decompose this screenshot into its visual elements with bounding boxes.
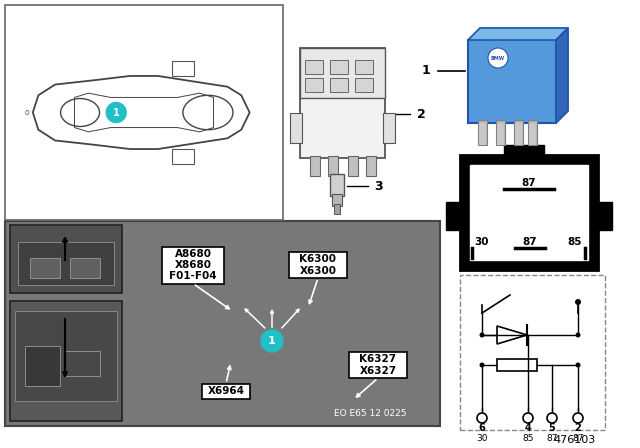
Text: 2: 2 [417, 108, 426, 121]
Circle shape [479, 332, 484, 337]
Bar [366, 156, 376, 176]
Bar [330, 174, 344, 196]
Text: 2: 2 [575, 423, 581, 433]
Bar [468, 40, 556, 123]
Bar [355, 78, 373, 92]
Bar [162, 246, 224, 284]
Text: 1: 1 [113, 108, 120, 117]
Text: 85: 85 [568, 237, 582, 247]
Bar [528, 120, 537, 145]
Bar [515, 123, 522, 145]
Polygon shape [497, 326, 527, 344]
Bar [383, 113, 395, 143]
Polygon shape [556, 28, 568, 123]
Text: 3: 3 [374, 180, 383, 193]
Ellipse shape [61, 99, 100, 126]
Bar [478, 120, 487, 145]
Bar [30, 258, 60, 278]
Text: EO E65 12 0225: EO E65 12 0225 [333, 409, 406, 418]
Bar [18, 242, 114, 285]
Bar [504, 145, 544, 157]
Circle shape [523, 413, 533, 423]
Circle shape [575, 362, 580, 367]
Text: 1: 1 [421, 64, 430, 77]
Circle shape [575, 332, 580, 337]
Bar [310, 156, 320, 176]
Bar [70, 258, 100, 278]
Bar [202, 383, 250, 399]
Bar [470, 165, 588, 260]
Bar [172, 149, 194, 164]
Bar [349, 352, 407, 378]
Bar [65, 351, 100, 376]
Text: X6327: X6327 [360, 366, 397, 375]
Bar [596, 202, 612, 230]
Circle shape [575, 299, 581, 305]
Circle shape [261, 330, 283, 352]
Bar [305, 78, 323, 92]
Text: 5: 5 [548, 423, 556, 433]
Bar [479, 123, 486, 145]
Bar [15, 311, 117, 401]
Bar [305, 60, 323, 74]
Bar [5, 5, 283, 220]
Bar [5, 221, 440, 426]
Bar [355, 60, 373, 74]
Text: 87: 87 [572, 434, 584, 443]
Bar [300, 48, 385, 158]
Bar [25, 346, 60, 386]
PathPatch shape [33, 76, 250, 149]
Circle shape [106, 103, 126, 122]
Text: o: o [25, 108, 29, 117]
Text: 87: 87 [523, 237, 538, 247]
Bar [289, 252, 347, 278]
Bar [290, 113, 302, 143]
Circle shape [479, 362, 484, 367]
Bar [497, 359, 537, 371]
Bar [497, 123, 504, 145]
Text: BMW: BMW [491, 56, 505, 60]
Ellipse shape [183, 95, 233, 130]
Text: F01-F04: F01-F04 [169, 271, 217, 281]
Text: 30: 30 [476, 434, 488, 443]
Bar [460, 275, 605, 430]
Text: 4: 4 [525, 423, 531, 433]
Bar [10, 301, 122, 421]
Bar [334, 204, 340, 214]
Circle shape [477, 413, 487, 423]
Text: 87: 87 [522, 178, 536, 188]
Bar [328, 156, 338, 176]
Text: A8680: A8680 [175, 249, 211, 259]
Bar [496, 120, 505, 145]
Text: K6327: K6327 [360, 354, 397, 365]
Circle shape [488, 48, 508, 68]
Circle shape [547, 413, 557, 423]
Text: X8680: X8680 [175, 260, 211, 270]
Bar [514, 120, 523, 145]
Text: 1: 1 [268, 336, 276, 346]
Bar [460, 155, 598, 270]
Circle shape [573, 413, 583, 423]
Bar [300, 48, 385, 98]
Bar [529, 123, 536, 145]
Text: X6300: X6300 [300, 266, 337, 276]
Bar [172, 61, 194, 76]
Text: 6: 6 [479, 423, 485, 433]
Text: 85: 85 [522, 434, 534, 443]
Bar [10, 225, 122, 293]
Bar [446, 202, 462, 230]
Text: X6964: X6964 [207, 386, 244, 396]
Bar [332, 194, 342, 206]
Polygon shape [468, 28, 568, 40]
Bar [330, 60, 348, 74]
Bar [348, 156, 358, 176]
Text: K6300: K6300 [300, 254, 337, 264]
Text: 476103: 476103 [554, 435, 596, 445]
Text: 87: 87 [547, 434, 557, 443]
Text: 30: 30 [475, 237, 489, 247]
Bar [330, 78, 348, 92]
